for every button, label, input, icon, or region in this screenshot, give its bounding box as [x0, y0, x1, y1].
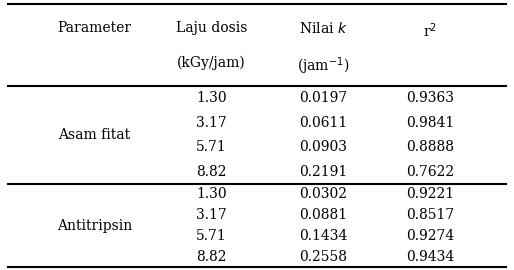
- Text: 0.0903: 0.0903: [299, 140, 347, 154]
- Text: 0.8888: 0.8888: [406, 140, 454, 154]
- Text: 0.7622: 0.7622: [406, 165, 454, 179]
- Text: (kGy/jam): (kGy/jam): [177, 56, 246, 70]
- Text: 5.71: 5.71: [196, 229, 227, 243]
- Text: Laju dosis: Laju dosis: [176, 21, 247, 35]
- Text: Antitripsin: Antitripsin: [57, 219, 132, 232]
- Text: 0.0881: 0.0881: [299, 208, 347, 222]
- Text: 0.9841: 0.9841: [406, 116, 454, 130]
- Text: Parameter: Parameter: [57, 21, 132, 35]
- Text: 1.30: 1.30: [196, 91, 227, 105]
- Text: (jam$^{-1}$): (jam$^{-1}$): [297, 56, 349, 77]
- Text: 0.0611: 0.0611: [299, 116, 347, 130]
- Text: 0.0302: 0.0302: [299, 187, 347, 201]
- Text: 8.82: 8.82: [196, 250, 227, 264]
- Text: Nilai $k$: Nilai $k$: [299, 21, 347, 36]
- Text: 0.2558: 0.2558: [299, 250, 347, 264]
- Text: 5.71: 5.71: [196, 140, 227, 154]
- Text: 3.17: 3.17: [196, 116, 227, 130]
- Text: 0.9434: 0.9434: [406, 250, 454, 264]
- Text: 1.30: 1.30: [196, 187, 227, 201]
- Text: 3.17: 3.17: [196, 208, 227, 222]
- Text: 0.9363: 0.9363: [406, 91, 454, 105]
- Text: Asam fitat: Asam fitat: [58, 128, 131, 142]
- Text: 0.1434: 0.1434: [299, 229, 347, 243]
- Text: 0.9221: 0.9221: [406, 187, 454, 201]
- Text: r$^2$: r$^2$: [423, 21, 437, 40]
- Text: 0.8517: 0.8517: [406, 208, 454, 222]
- Text: 0.9274: 0.9274: [406, 229, 454, 243]
- Text: 0.0197: 0.0197: [299, 91, 347, 105]
- Text: 8.82: 8.82: [196, 165, 227, 179]
- Text: 0.2191: 0.2191: [299, 165, 347, 179]
